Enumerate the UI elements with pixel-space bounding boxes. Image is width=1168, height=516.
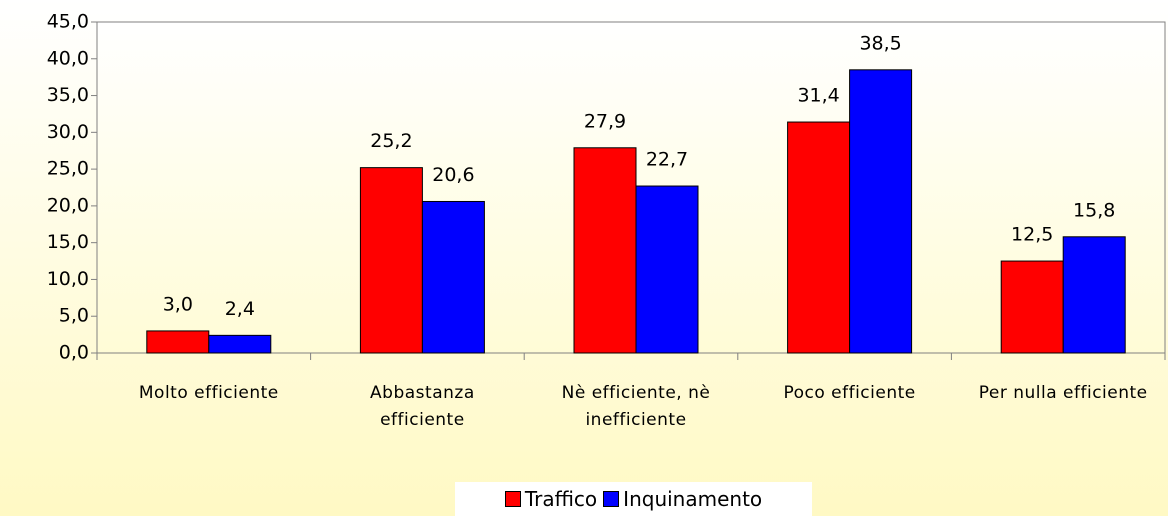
- x-tick-label: Poco efficiente: [783, 383, 916, 403]
- bar: [1000, 260, 1064, 354]
- legend: Traffico Inquinamento: [455, 482, 812, 516]
- data-label: 20,6: [432, 164, 474, 186]
- x-tick-label: Abbastanza efficiente: [370, 383, 475, 430]
- data-label: 38,5: [859, 32, 901, 54]
- legend-label: Inquinamento: [623, 487, 763, 511]
- bar: [421, 200, 485, 354]
- data-label: 3,0: [163, 293, 193, 315]
- y-tick-label: 5,0: [59, 305, 89, 327]
- bar: [849, 69, 913, 354]
- y-tick-label: 45,0: [47, 11, 89, 33]
- data-label: 25,2: [370, 130, 412, 152]
- data-label: 22,7: [646, 149, 688, 171]
- x-tick-label: Per nulla efficiente: [978, 383, 1148, 403]
- legend-item: Traffico: [504, 487, 598, 511]
- y-tick-label: 40,0: [47, 47, 89, 69]
- x-tick-label: Molto efficiente: [138, 383, 279, 403]
- data-label: 12,5: [1011, 224, 1053, 246]
- y-tick-label: 0,0: [59, 342, 89, 364]
- data-label: 2,4: [225, 298, 255, 320]
- y-tick-label: 30,0: [47, 121, 89, 143]
- bar: [146, 330, 210, 354]
- y-tick-label: 10,0: [47, 268, 89, 290]
- legend-label: Traffico: [524, 487, 598, 511]
- y-tick-label: 20,0: [47, 194, 89, 216]
- bar: [208, 334, 272, 354]
- bar: [635, 185, 699, 354]
- bar: [1062, 236, 1126, 354]
- legend-swatch: [603, 491, 620, 507]
- y-tick-label: 15,0: [47, 231, 89, 253]
- data-label: 27,9: [584, 110, 626, 132]
- x-tick-label: Nè efficiente, nè inefficiente: [561, 383, 711, 430]
- legend-item: Inquinamento: [603, 487, 762, 511]
- bar: [573, 147, 637, 354]
- bar: [359, 167, 423, 354]
- bar: [787, 121, 851, 354]
- y-tick-label: 35,0: [47, 84, 89, 106]
- legend-swatch: [504, 491, 521, 507]
- data-label: 31,4: [797, 85, 839, 107]
- data-label: 15,8: [1073, 199, 1115, 221]
- y-tick-label: 25,0: [47, 158, 89, 180]
